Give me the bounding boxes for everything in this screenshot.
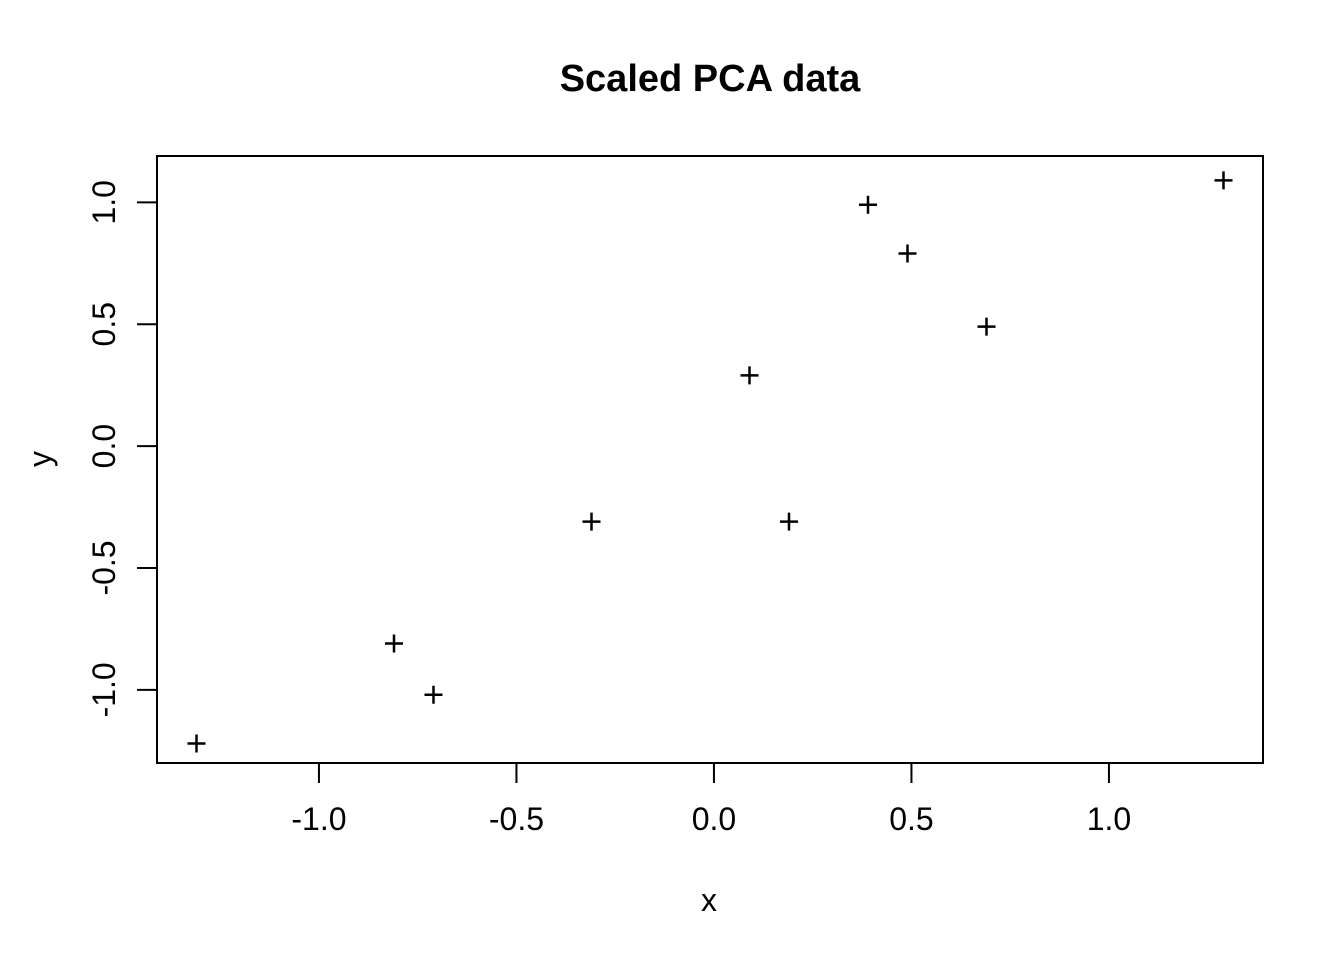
x-axis-ticks: -1.0 -0.5 0.0 0.5 1.0 xyxy=(291,763,1131,837)
x-tick-label: 0.0 xyxy=(692,801,736,837)
x-tick-label: 1.0 xyxy=(1087,801,1131,837)
y-tick-label: 1.0 xyxy=(86,180,122,224)
data-point-marker xyxy=(740,366,759,385)
y-axis-ticks: -1.0 -0.5 0.0 0.5 1.0 xyxy=(86,180,157,717)
data-point-marker xyxy=(859,195,877,214)
data-point-marker xyxy=(977,317,996,336)
y-axis-label: y xyxy=(22,451,58,467)
data-points xyxy=(187,171,1233,753)
x-axis-label: x xyxy=(701,882,717,918)
plot-area-border xyxy=(156,155,1264,764)
y-tick-label: -1.0 xyxy=(86,662,122,717)
data-point-marker xyxy=(385,634,403,653)
x-tick-label: -1.0 xyxy=(291,801,346,837)
x-tick-label: 0.5 xyxy=(889,801,933,837)
x-tick-label: -0.5 xyxy=(489,801,544,837)
y-tick-label: 0.0 xyxy=(86,424,122,468)
chart-title: Scaled PCA data xyxy=(560,58,861,100)
data-point-marker xyxy=(898,244,917,263)
data-point-marker xyxy=(582,512,601,531)
data-point-marker xyxy=(424,685,443,704)
y-tick-label: 0.5 xyxy=(86,302,122,346)
data-point-marker xyxy=(1214,171,1233,190)
data-point-marker xyxy=(187,734,206,753)
y-tick-label: -0.5 xyxy=(86,540,122,595)
data-point-marker xyxy=(780,512,798,531)
